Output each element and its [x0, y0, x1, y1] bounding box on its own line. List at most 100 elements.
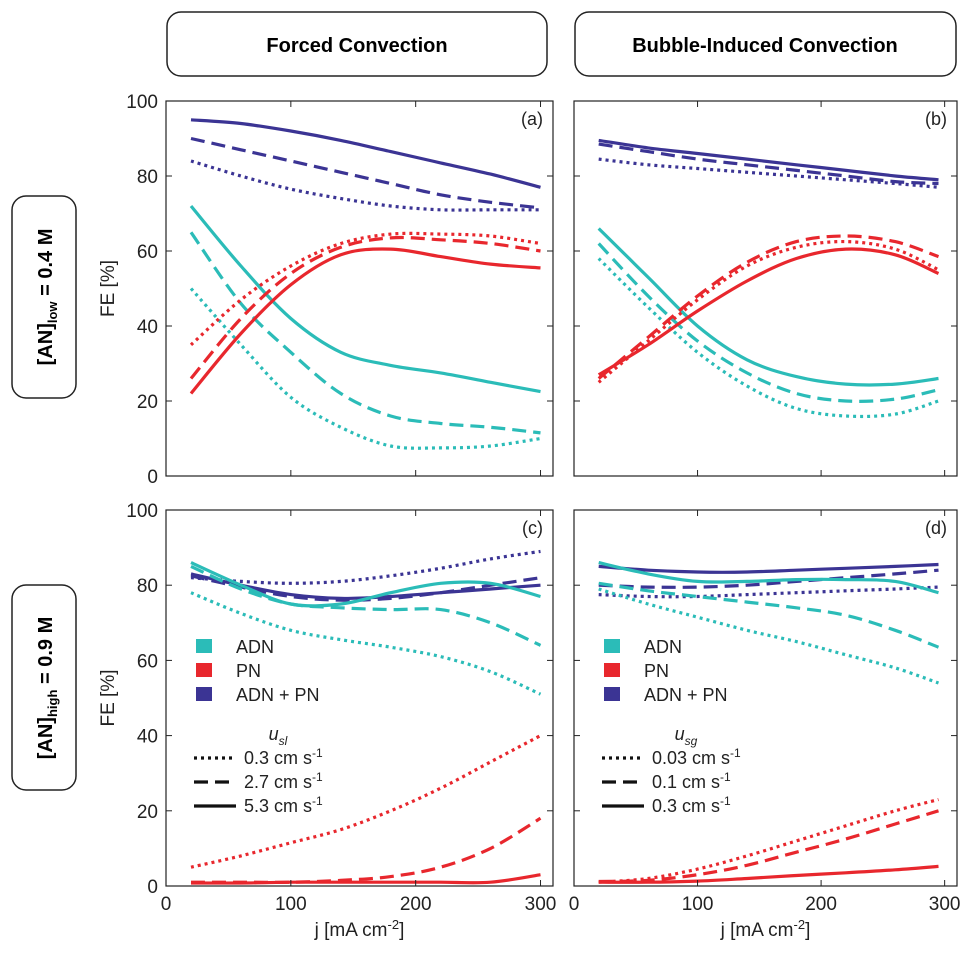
panel-tag: (d): [925, 518, 947, 538]
column-header-bubble-label: Bubble-Induced Convection: [632, 35, 898, 57]
svg-text:[AN]low = 0.4 M: [AN]low = 0.4 M: [35, 229, 60, 366]
series-line-pn-dotted: [598, 797, 939, 884]
column-header-bubble: Bubble-Induced Convection: [574, 11, 957, 77]
series-line-adn-plus-pn-dashed: [598, 142, 939, 186]
x-tick-label: 300: [929, 894, 961, 915]
panel-tag: (a): [521, 109, 543, 129]
panel-b: (b): [573, 100, 958, 477]
row-header-low-sub: low: [45, 301, 60, 324]
legend-label: PN: [236, 661, 261, 681]
y-tick-label: 40: [137, 727, 158, 748]
panels: 0 20 40 60 80 100 (a) FE [%] (b) 0 100 200 300 0 20 40 6…: [98, 92, 960, 941]
panel-tag: (c): [522, 518, 543, 538]
legend-style-label: 0.3 cm s-1: [244, 746, 323, 768]
y-tick-label: 80: [137, 576, 158, 597]
legend-style-label: 0.03 cm s-1: [652, 746, 741, 768]
series-line-adn-plus-pn-dotted: [190, 159, 541, 212]
y-tick-label: 60: [137, 242, 158, 263]
legend-swatch-adn-plus-pn: [196, 687, 212, 701]
series-group: [190, 549, 542, 885]
legend-swatch-adn: [196, 639, 212, 653]
legend-swatch-adn-plus-pn: [604, 687, 620, 701]
y-axis-label: FE [%]: [98, 669, 119, 726]
series-line-adn-dashed: [189, 231, 541, 435]
y-tick-label: 40: [137, 317, 158, 338]
y-tick-label: 20: [137, 392, 158, 413]
series-line-adn-plus-pn-dashed: [598, 568, 939, 589]
series-line-pn-dotted: [189, 231, 541, 346]
series-group: [597, 138, 940, 419]
series-line-adn-dashed: [598, 581, 940, 649]
series-line-adn-plus-pn-solid: [190, 118, 541, 189]
panel-tag: (b): [925, 109, 947, 129]
legend-label: ADN + PN: [236, 685, 320, 705]
row-header-low-suffix: = 0.4 M: [35, 229, 57, 302]
axes-frame: [573, 509, 958, 887]
series-line-pn-solid: [597, 247, 940, 377]
column-header-forced-label: Forced Convection: [266, 35, 447, 57]
legend-label: ADN: [236, 637, 274, 657]
y-axis-label: FE [%]: [98, 260, 119, 317]
row-header-high-suffix: = 0.9 M: [35, 617, 57, 690]
panel-c: 0 100 200 300 0 20 40 60 80 100 (c) FE [%] j [mA cm-…: [98, 501, 556, 941]
axes-frame: [573, 100, 958, 477]
legend-style-label: 5.3 cm s-1: [244, 794, 323, 816]
series-line-adn-plus-pn-solid: [598, 138, 939, 182]
series-line-adn-solid: [189, 204, 541, 394]
row-header-high-sub: high: [45, 690, 60, 717]
legend-label: PN: [644, 661, 669, 681]
series-line-pn-dotted: [597, 239, 940, 384]
row-header-low-base: [AN]: [35, 323, 57, 365]
legend-swatch-pn: [604, 663, 620, 677]
series-line-adn-dashed: [597, 242, 939, 403]
series-line-adn-dashed: [190, 564, 542, 647]
series-line-adn-plus-pn-dotted: [190, 549, 541, 585]
legend-styles-title: usg: [675, 724, 698, 748]
legend-label: ADN + PN: [644, 685, 728, 705]
series-line-adn-dotted: [190, 591, 542, 696]
x-tick-label: 300: [525, 894, 557, 915]
x-tick-label: 0: [161, 894, 172, 915]
column-header-forced: Forced Convection: [166, 11, 548, 77]
y-tick-label: 100: [126, 501, 158, 522]
y-tick-label: 80: [137, 167, 158, 188]
series-line-adn-plus-pn-dotted: [598, 157, 939, 189]
series-line-adn-dotted: [189, 287, 541, 450]
series-line-adn-plus-pn-solid: [598, 562, 939, 574]
row-header-low: [AN]low = 0.4 M: [11, 195, 77, 399]
series-line-adn-solid: [597, 227, 939, 387]
legend-styles-title: usl: [269, 724, 288, 748]
series-line-pn-dashed: [189, 235, 541, 380]
series-line-adn-solid: [190, 561, 541, 608]
row-header-high-base: [AN]: [35, 717, 57, 759]
x-tick-label: 0: [569, 894, 580, 915]
y-tick-label: 100: [126, 92, 158, 113]
y-tick-label: 20: [137, 802, 158, 823]
series-line-pn-dashed: [191, 816, 542, 884]
series-line-pn-dashed: [598, 809, 939, 884]
x-tick-label: 100: [682, 894, 714, 915]
series-line-adn-dotted: [597, 257, 939, 419]
legend-swatch-pn: [196, 663, 212, 677]
series-line-pn-solid: [189, 247, 541, 395]
panel-a: 0 20 40 60 80 100 (a) FE [%]: [98, 92, 554, 488]
legend-style-label: 0.1 cm s-1: [652, 770, 731, 792]
legend-style-label: 2.7 cm s-1: [244, 770, 323, 792]
series-group: [598, 561, 940, 884]
series-line-adn-dotted: [598, 587, 940, 685]
x-axis-label: j [mA cm-2]: [314, 917, 405, 941]
axes-frame: [165, 100, 554, 477]
x-tick-label: 200: [400, 894, 432, 915]
legend-swatch-adn: [604, 639, 620, 653]
series-line-pn-dashed: [597, 234, 940, 380]
y-tick-label: 0: [147, 467, 158, 488]
x-tick-label: 200: [805, 894, 837, 915]
y-tick-label: 0: [147, 877, 158, 898]
series-line-adn-solid: [598, 561, 939, 595]
svg-text:[AN]high = 0.9 M: [AN]high = 0.9 M: [35, 617, 60, 759]
series-line-adn-plus-pn-dashed: [190, 136, 541, 210]
series-group: [189, 118, 541, 450]
